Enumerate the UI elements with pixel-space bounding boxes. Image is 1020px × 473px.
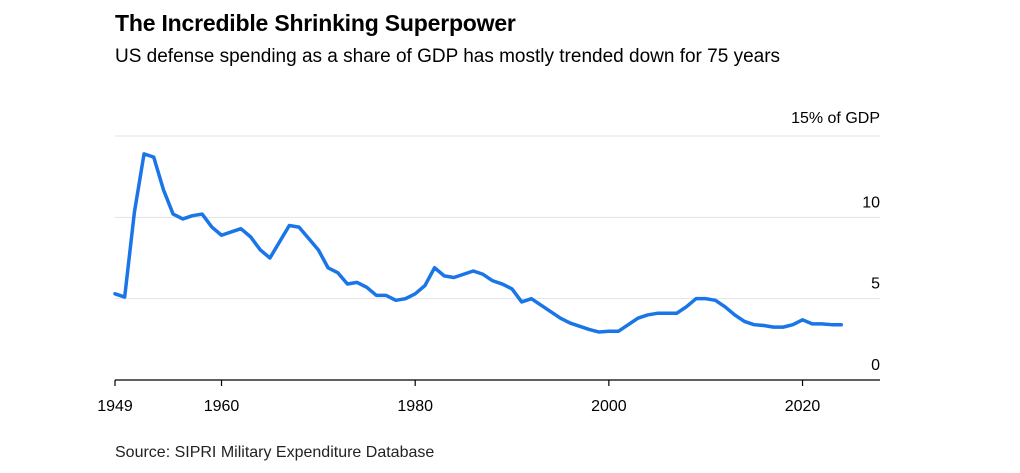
y-tick-label: 0 bbox=[871, 357, 880, 374]
series-line bbox=[113, 152, 844, 334]
y-tick-label: 10 bbox=[862, 194, 880, 211]
y-axis-unit-label: 15% of GDP bbox=[791, 110, 880, 127]
x-axis-labels: 1949 1960 1980 2000 2020 bbox=[97, 398, 820, 415]
source-note: Source: SIPRI Military Expenditure Datab… bbox=[115, 444, 435, 461]
y-tick-label: 5 bbox=[871, 276, 880, 293]
gridlines bbox=[115, 135, 880, 300]
y-axis-labels: 10 5 0 15% of GDP bbox=[791, 110, 880, 374]
chart-subtitle: US defense spending as a share of GDP ha… bbox=[115, 46, 781, 67]
x-tick-label: 1949 bbox=[97, 398, 133, 415]
chart-title: The Incredible Shrinking Superpower bbox=[115, 10, 516, 36]
x-tick-label: 1960 bbox=[204, 398, 240, 415]
series-group bbox=[113, 152, 844, 334]
x-axis bbox=[114, 379, 880, 386]
x-tick-label: 2000 bbox=[591, 398, 627, 415]
x-tick-label: 1980 bbox=[397, 398, 433, 415]
x-tick-label: 2020 bbox=[785, 398, 821, 415]
